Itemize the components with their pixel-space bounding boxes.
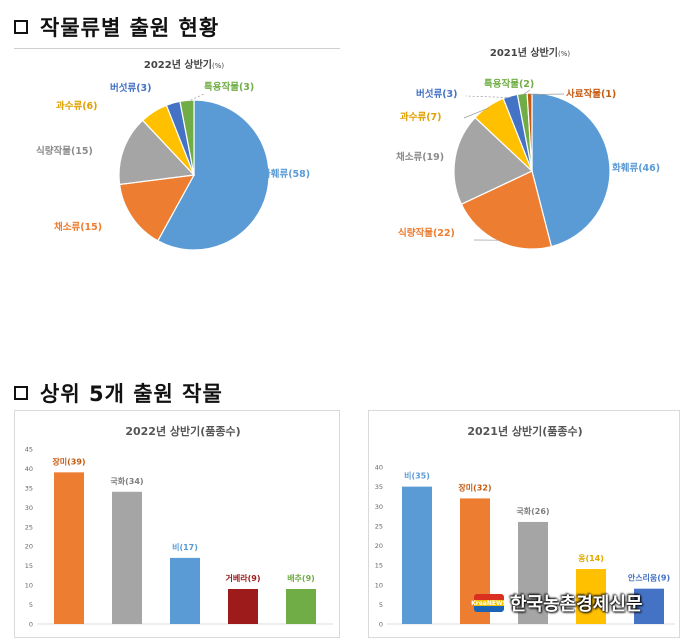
checkbox-square-icon bbox=[14, 386, 28, 400]
bar-label-국화: 국화(26) bbox=[516, 506, 549, 516]
section-divider bbox=[14, 48, 340, 49]
y-tick-label: 0 bbox=[379, 621, 383, 629]
bar-비 bbox=[170, 558, 200, 624]
pie-label-과수류: 과수류(7) bbox=[400, 111, 442, 123]
y-tick-label: 5 bbox=[379, 601, 383, 609]
y-tick-label: 10 bbox=[25, 582, 33, 590]
bar-title: 2021년 상반기(품종수) bbox=[467, 424, 582, 438]
pie-chart-2022: 2022년 상반기(%) 화훼류(58) 채소류(15) 식량작물(15) 과수류(6)… bbox=[14, 50, 340, 278]
pie-label-채소류: 채소류(15) bbox=[54, 221, 102, 233]
y-tick-label: 5 bbox=[29, 601, 33, 609]
pie-label-버섯류: 버섯류(3) bbox=[110, 82, 152, 94]
y-tick-label: 10 bbox=[375, 581, 383, 589]
y-tick-label: 35 bbox=[25, 484, 33, 492]
section-title-bar-text: 상위 5개 출원 작물 bbox=[40, 378, 223, 408]
bar-거베라 bbox=[228, 589, 258, 624]
pie-title: 2021년 상반기(%) bbox=[490, 46, 571, 59]
pie-label-과수류: 과수류(6) bbox=[56, 100, 98, 112]
pie-label-사료작물: 사료작물(1) bbox=[566, 88, 616, 100]
y-tick-label: 40 bbox=[375, 464, 383, 472]
section-title-pie: 작물류별 출원 현황 bbox=[14, 12, 219, 42]
bar-label-비: 비(17) bbox=[172, 542, 198, 552]
pie-label-식량작물: 식량작물(22) bbox=[398, 227, 455, 239]
section-title-bar: 상위 5개 출원 작물 bbox=[14, 378, 223, 408]
pie-label-식량작물: 식량작물(15) bbox=[36, 145, 93, 157]
bar-label-국화: 국화(34) bbox=[110, 476, 143, 486]
bar-label-배추: 배추(9) bbox=[287, 573, 315, 583]
y-tick-label: 45 bbox=[25, 446, 33, 454]
pie-chart-2021-panel: 2021년 상반기(%) 화훼류(46) 식량작물(22) 채소류(19) 과수류(7)… bbox=[380, 40, 680, 268]
bar-label-옹: 옹(14) bbox=[578, 553, 604, 563]
pie-leader-line bbox=[466, 96, 511, 98]
section-title-pie-text: 작물류별 출원 현황 bbox=[40, 12, 219, 42]
bar-장미 bbox=[54, 472, 84, 624]
y-tick-label: 15 bbox=[375, 562, 383, 570]
bar-배추 bbox=[286, 589, 316, 624]
pie-label-채소류: 채소류(19) bbox=[396, 151, 444, 163]
y-tick-label: 25 bbox=[25, 523, 33, 531]
pie-label-특용작물: 특용작물(2) bbox=[484, 78, 534, 90]
bar-title: 2022년 상반기(품종수) bbox=[125, 424, 240, 438]
newspaper-logo-icon: KreaNEWS bbox=[474, 594, 504, 612]
bar-label-거베라: 거베라(9) bbox=[226, 573, 261, 583]
checkbox-square-icon bbox=[14, 20, 28, 34]
pie-chart-2021: 2021년 상반기(%) 화훼류(46) 식량작물(22) 채소류(19) 과수류(7)… bbox=[380, 40, 680, 268]
bar-국화 bbox=[112, 492, 142, 624]
y-tick-label: 30 bbox=[375, 503, 383, 511]
y-tick-label: 15 bbox=[25, 562, 33, 570]
pie-chart-2022-panel: 2022년 상반기(%) 화훼류(58) 채소류(15) 식량작물(15) 과수류(6)… bbox=[14, 50, 340, 278]
pie-label-화훼류: 화훼류(46) bbox=[612, 162, 660, 174]
bar-chart-2022: 2022년 상반기(품종수) 0 5 10 15 20 25 30 35 40 45 장미(39) 국화… bbox=[15, 411, 339, 637]
bar-label-장미: 장미(39) bbox=[52, 456, 85, 466]
bar-label-안스리움: 안스리움(9) bbox=[628, 573, 670, 583]
bar-비 bbox=[402, 487, 432, 624]
watermark-text: 한국농촌경제신문 bbox=[510, 590, 642, 616]
y-tick-label: 20 bbox=[375, 542, 383, 550]
bar-label-비: 비(35) bbox=[404, 471, 430, 481]
y-tick-label: 25 bbox=[375, 522, 383, 530]
y-tick-label: 40 bbox=[25, 465, 33, 473]
y-tick-label: 0 bbox=[29, 621, 33, 629]
y-tick-label: 35 bbox=[375, 483, 383, 491]
pie-label-특용작물: 특용작물(3) bbox=[204, 81, 254, 93]
newspaper-watermark: KreaNEWS 한국농촌경제신문 bbox=[474, 590, 642, 616]
pie-label-버섯류: 버섯류(3) bbox=[416, 88, 458, 100]
pie-label-화훼류: 화훼류(58) bbox=[262, 168, 310, 180]
pie-title: 2022년 상반기(%) bbox=[144, 58, 225, 71]
bar-label-장미: 장미(32) bbox=[458, 482, 491, 492]
y-tick-label: 30 bbox=[25, 504, 33, 512]
y-tick-label: 20 bbox=[25, 543, 33, 551]
bar-chart-2022-panel: 2022년 상반기(품종수) 0 5 10 15 20 25 30 35 40 45 장미(39) 국화… bbox=[14, 410, 340, 638]
